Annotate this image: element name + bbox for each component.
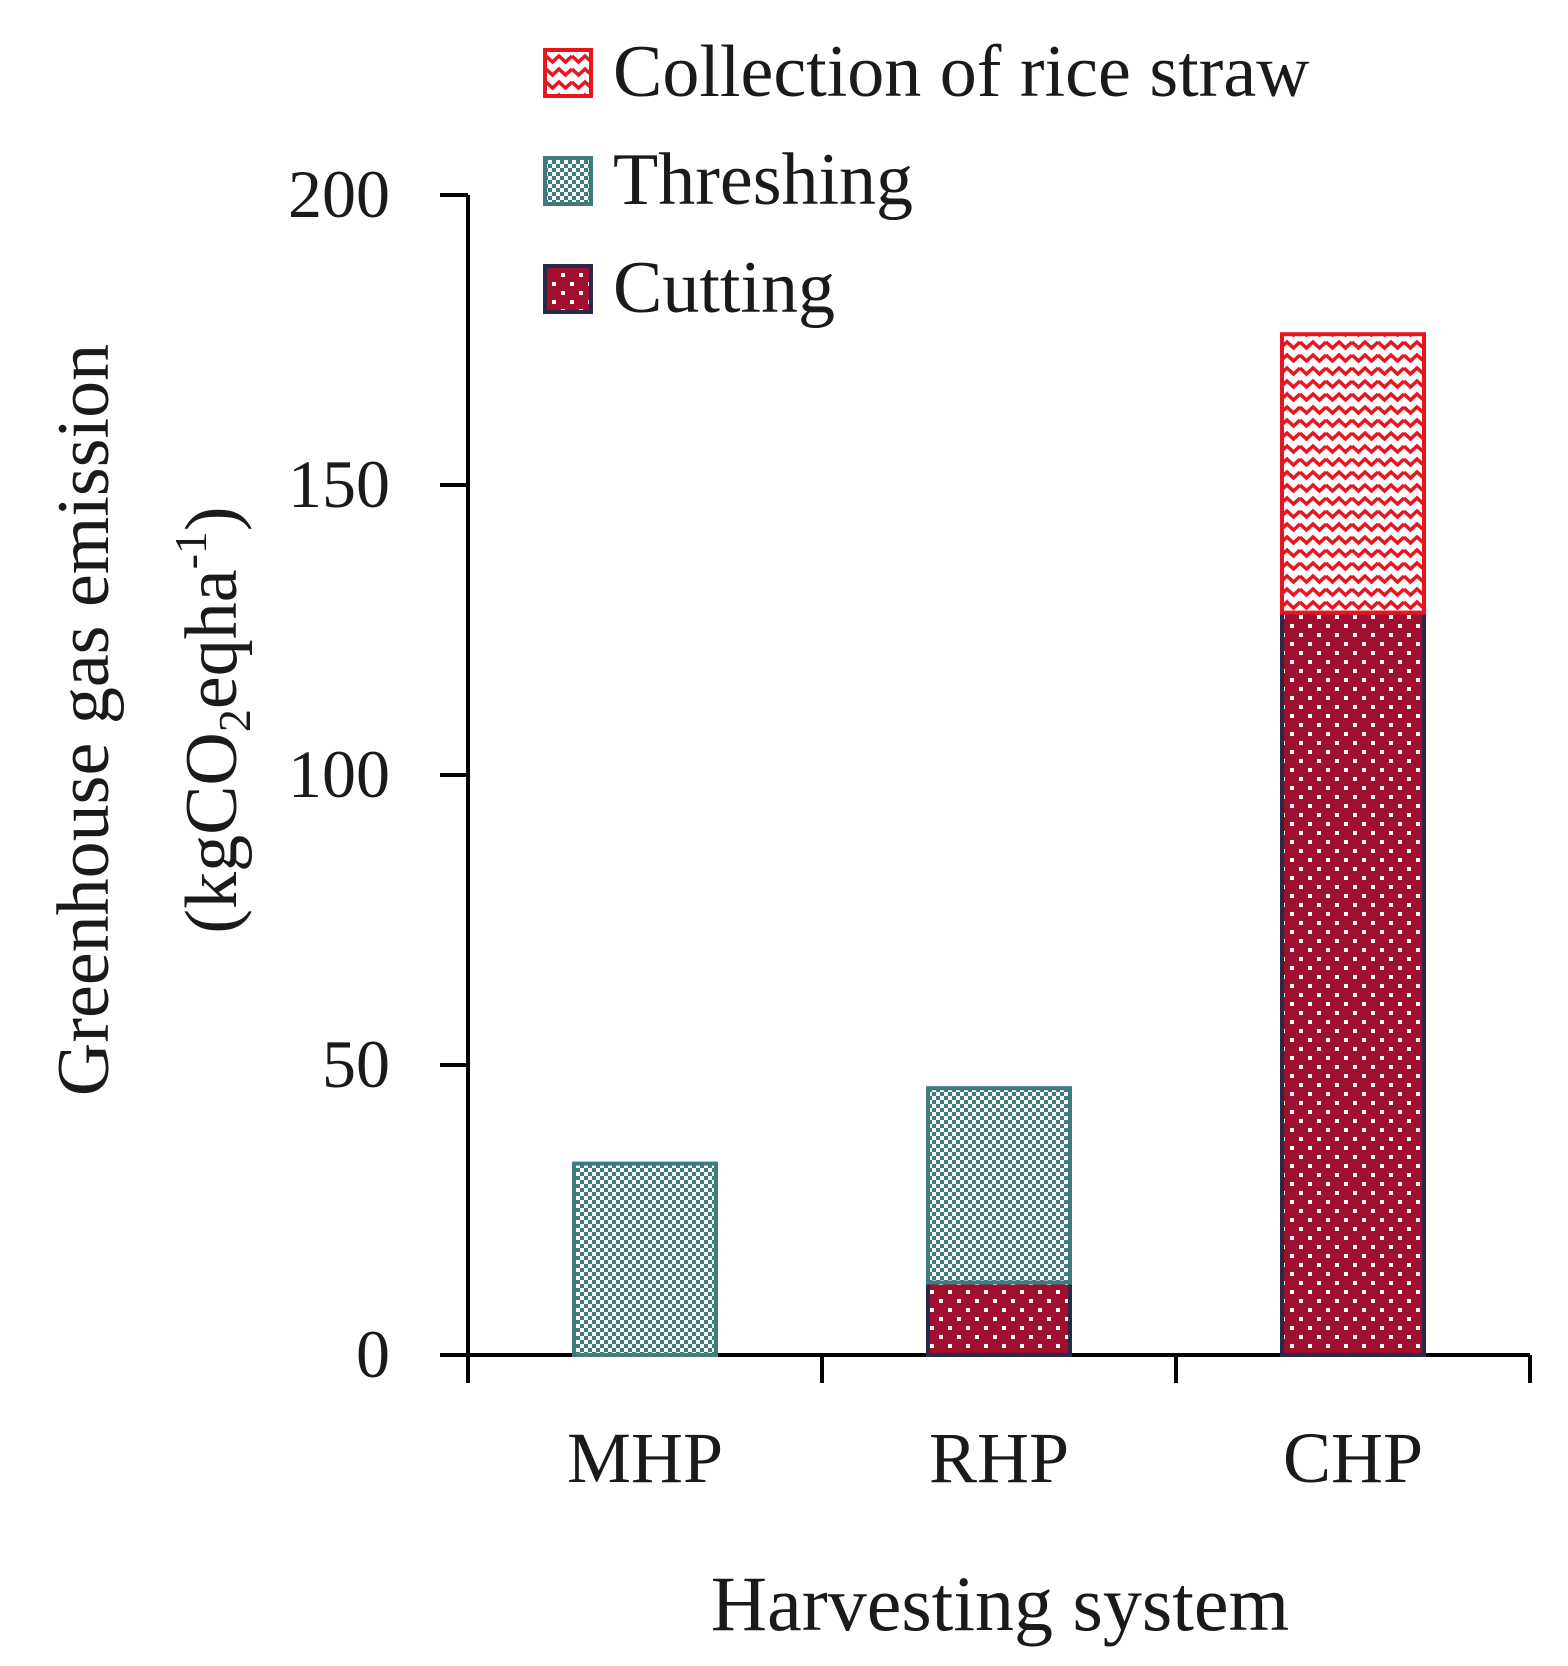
y-tick-label: 100 bbox=[288, 736, 390, 812]
legend-label: Cutting bbox=[613, 247, 835, 329]
x-tick-label: CHP bbox=[1283, 1418, 1423, 1498]
y-axis-title-close: ) bbox=[171, 506, 253, 531]
y-axis-title-open: (kgCO bbox=[171, 732, 253, 933]
x-tick-label: MHP bbox=[567, 1418, 723, 1498]
y-tick-label: 150 bbox=[288, 446, 390, 522]
legend-label: Collection of rice straw bbox=[613, 31, 1310, 113]
legend: Collection of rice straw Threshing Cutting bbox=[543, 31, 1310, 329]
y-axis-title: Greenhouse gas emission (kgCO2eqha-1) bbox=[43, 344, 260, 1096]
bar-chp-collection-of-rice-straw bbox=[1280, 332, 1426, 615]
legend-label: Threshing bbox=[613, 139, 913, 221]
y-axis-title-sub: 2 bbox=[209, 709, 260, 732]
bar-chp-cutting bbox=[1280, 610, 1426, 1357]
y-axis-title-line1: Greenhouse gas emission bbox=[43, 344, 125, 1096]
y-ticks: 0 50 100 150 200 bbox=[288, 156, 468, 1392]
bar-mhp-threshing bbox=[572, 1161, 718, 1357]
x-ticks bbox=[466, 1355, 1532, 1383]
legend-swatch bbox=[543, 48, 593, 98]
bar-rhp-cutting bbox=[926, 1280, 1072, 1357]
y-axis-title-sup: -1 bbox=[165, 531, 216, 569]
bars bbox=[572, 332, 1426, 1357]
x-tick-labels: MHP RHP CHP bbox=[567, 1418, 1423, 1498]
y-tick-label: 200 bbox=[288, 156, 390, 232]
y-axis-title-line2: (kgCO2eqha-1) bbox=[165, 506, 260, 933]
bar-rhp-threshing bbox=[926, 1086, 1072, 1285]
x-axis-title: Harvesting system bbox=[711, 1560, 1289, 1647]
y-axis-title-mid: eqha bbox=[171, 569, 253, 709]
y-tick-label: 50 bbox=[322, 1026, 390, 1102]
legend-swatch bbox=[543, 264, 593, 314]
legend-swatch bbox=[543, 156, 593, 206]
y-tick-label: 0 bbox=[356, 1316, 390, 1392]
x-tick-label: RHP bbox=[929, 1418, 1069, 1498]
